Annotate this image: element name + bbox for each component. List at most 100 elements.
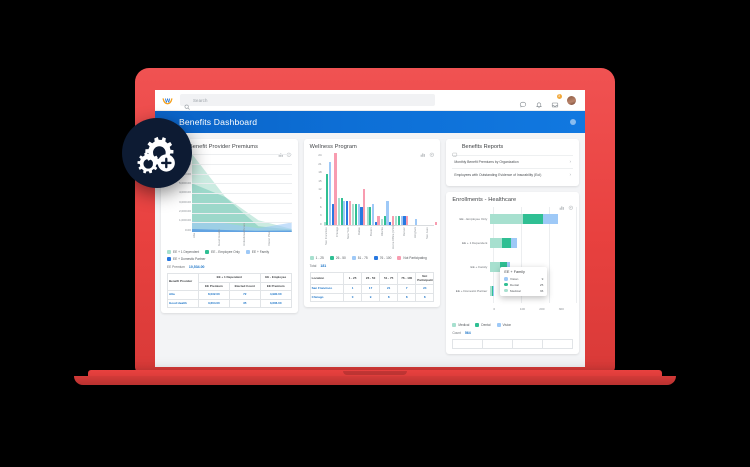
- legend-item[interactable]: 1 - 25: [309, 256, 324, 260]
- bar[interactable]: [331, 204, 334, 225]
- search-input[interactable]: Search: [180, 94, 435, 110]
- bar[interactable]: [348, 201, 351, 225]
- cell-1-25[interactable]: 0: [343, 292, 363, 303]
- bar[interactable]: [383, 216, 386, 225]
- chat-icon[interactable]: [519, 96, 527, 108]
- bar[interactable]: [374, 222, 377, 225]
- settings-gear-icon[interactable]: [429, 144, 435, 157]
- total-value[interactable]: 181: [320, 264, 327, 268]
- settings-gear-icon[interactable]: [568, 197, 574, 210]
- inbox-icon[interactable]: 3: [551, 93, 562, 108]
- cell-premium[interactable]: 8,032.00: [197, 290, 230, 300]
- report-link-monthly-benefit-premiums[interactable]: Monthly Benefit Premiums by Organization…: [452, 155, 573, 168]
- bar[interactable]: [363, 189, 366, 225]
- chart-type-icon[interactable]: [559, 197, 565, 210]
- group-ee-1-dependent: EE + 1 Dependent: [197, 273, 261, 283]
- cell-76-100[interactable]: 8: [397, 292, 417, 303]
- bar[interactable]: [377, 216, 380, 225]
- legend-item[interactable]: EE - Employee Only: [205, 250, 240, 254]
- total-value[interactable]: 564: [464, 331, 471, 335]
- legend-item[interactable]: Dental: [475, 323, 491, 327]
- col-benefit-provider: Benefit Provider: [167, 272, 199, 292]
- report-link-outstanding-eoi[interactable]: Employees with Outstanding Evidence of I…: [452, 168, 573, 181]
- x-tick: UnitedHealthcare: [241, 222, 246, 246]
- bar[interactable]: [400, 216, 403, 225]
- bar[interactable]: [381, 219, 384, 225]
- cell-provider[interactable]: Alta: [167, 290, 199, 300]
- bar[interactable]: [329, 162, 332, 225]
- cell-provider[interactable]: Good Health: [167, 298, 199, 309]
- bar[interactable]: [343, 201, 346, 225]
- stacked-bar[interactable]: [490, 286, 494, 296]
- bar[interactable]: [355, 204, 358, 225]
- bar[interactable]: [338, 198, 341, 225]
- cell-count[interactable]: 72: [228, 290, 261, 300]
- tooltip-swatch: [504, 283, 508, 287]
- legend-item[interactable]: Medical: [452, 323, 469, 327]
- horizontal-bar-chart-enrollments: EE - Employee Only: [452, 207, 578, 319]
- bar[interactable]: [360, 207, 363, 225]
- bar[interactable]: [391, 216, 394, 225]
- total-value[interactable]: 10,534.00: [188, 265, 205, 269]
- cell-51-75[interactable]: 21: [379, 284, 399, 294]
- cell-76-100[interactable]: 7: [397, 284, 417, 294]
- cell-premium[interactable]: 3,604.00: [197, 298, 230, 309]
- legend-item[interactable]: 26 - 50: [329, 256, 346, 260]
- cell-26-50[interactable]: 9: [361, 292, 381, 303]
- chart-type-icon[interactable]: [420, 144, 426, 157]
- bell-icon[interactable]: [535, 96, 543, 109]
- cell-location[interactable]: San Francisco: [309, 284, 345, 294]
- bar[interactable]: [340, 198, 343, 225]
- cell-premium2[interactable]: 3,606.00: [259, 298, 292, 309]
- legend-swatch: [373, 256, 378, 260]
- cell-51-75[interactable]: 8: [379, 292, 399, 303]
- legend-item[interactable]: EE + Family: [245, 250, 269, 254]
- laptop-base: [74, 370, 676, 385]
- legend-item[interactable]: Not Participating: [397, 256, 427, 260]
- bar[interactable]: [346, 201, 349, 225]
- bar[interactable]: [366, 207, 369, 225]
- report-label: Employees with Outstanding Evidence of I…: [454, 173, 542, 177]
- cell-location[interactable]: Chicago: [309, 292, 345, 303]
- stacked-bar[interactable]: [490, 214, 558, 224]
- tooltip-row: Vision 9: [504, 277, 543, 281]
- bar[interactable]: [434, 222, 437, 225]
- more-options-icon[interactable]: [570, 119, 576, 125]
- card-title: Wellness Program: [309, 144, 357, 150]
- bar-group: [338, 154, 351, 225]
- legend-item[interactable]: 76 - 100: [373, 256, 391, 260]
- bar[interactable]: [415, 219, 418, 225]
- bar[interactable]: [406, 216, 409, 225]
- bar[interactable]: [369, 207, 372, 225]
- cell-not-participating[interactable]: 24: [415, 284, 435, 294]
- settings-gear-icon[interactable]: [286, 144, 292, 157]
- bar[interactable]: [372, 204, 375, 225]
- bar[interactable]: [334, 153, 337, 225]
- stacked-bar[interactable]: [490, 238, 517, 248]
- bar[interactable]: [395, 216, 398, 225]
- cell-count[interactable]: 35: [228, 298, 261, 309]
- chart-type-icon[interactable]: [278, 144, 284, 157]
- legend-swatch: [309, 256, 314, 260]
- cell-premium2[interactable]: 4,990.00: [259, 290, 292, 300]
- bar[interactable]: [403, 216, 406, 225]
- cell-not-participating[interactable]: 8: [415, 292, 435, 303]
- bar[interactable]: [357, 204, 360, 225]
- legend-item[interactable]: EE + 1 Dependent: [167, 250, 199, 254]
- workday-logo-icon[interactable]: W: [161, 94, 174, 107]
- bar[interactable]: [398, 216, 401, 225]
- legend-item[interactable]: 51 - 75: [351, 256, 368, 260]
- cell-1-25[interactable]: 1: [343, 284, 363, 294]
- bar[interactable]: [326, 174, 329, 225]
- bar[interactable]: [323, 222, 326, 225]
- bar[interactable]: [386, 201, 389, 225]
- avatar[interactable]: [567, 95, 576, 105]
- bar[interactable]: [389, 222, 392, 225]
- legend-item[interactable]: EE + Domestic Partner: [167, 257, 206, 261]
- legend-item[interactable]: Vision: [496, 323, 511, 327]
- bar[interactable]: [352, 204, 355, 225]
- col-location: Location: [309, 271, 345, 286]
- y-tick: 24: [318, 153, 322, 157]
- cell-26-50[interactable]: 17: [361, 284, 381, 294]
- x-tick: Dallas: [357, 227, 362, 235]
